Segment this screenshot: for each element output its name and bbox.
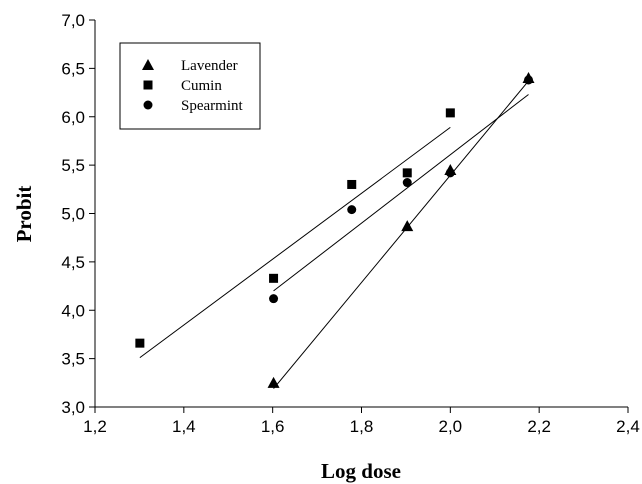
legend-label-spearmint: Spearmint [181, 98, 243, 114]
fit-lines [139, 80, 529, 389]
legend-box [119, 42, 261, 130]
spearmint-point [269, 294, 279, 304]
cumin-fit-line [139, 126, 451, 359]
y-tick-label: 6,0 [61, 108, 85, 127]
spearmint-point [524, 75, 534, 85]
x-axis-title: Log dose [321, 459, 401, 483]
cumin-point [347, 179, 357, 189]
y-tick-label: 5,0 [61, 205, 85, 224]
x-tick-label: 2,4 [616, 417, 640, 436]
y-axis-title: Probit [12, 186, 36, 243]
y-tick-label: 4,5 [61, 253, 85, 272]
spearmint-point [402, 178, 412, 188]
x-tick-label: 1,2 [83, 417, 107, 436]
cumin-point [269, 273, 279, 283]
cumin-point [135, 338, 145, 348]
y-tick-label: 3,0 [61, 398, 85, 417]
y-ticks: 3,0 3,5 4,0 4,5 5,0 5,5 6,0 6,5 7,0 [61, 11, 95, 417]
legend-label-cumin: Cumin [181, 78, 222, 94]
lavender-point [401, 220, 414, 232]
y-tick-label: 7,0 [61, 11, 85, 30]
y-tick-label: 6,5 [61, 59, 85, 78]
data-points [135, 72, 535, 388]
cumin-point [402, 168, 412, 178]
y-tick-label: 3,5 [61, 350, 85, 369]
legend: Lavender Cumin Spearmint [119, 42, 261, 130]
y-tick-label: 4,0 [61, 301, 85, 320]
legend-label-lavender: Lavender [181, 58, 238, 74]
lavender-point [267, 376, 280, 388]
y-tick-label: 5,5 [61, 156, 85, 175]
lavender-fit-line [273, 80, 529, 389]
x-ticks: 1,2 1,4 1,6 1,8 2,0 2,2 2,4 [83, 407, 640, 436]
x-tick-label: 1,8 [350, 417, 374, 436]
x-tick-label: 1,6 [261, 417, 285, 436]
x-tick-label: 2,2 [527, 417, 551, 436]
spearmint-fit-line [273, 94, 529, 292]
spearmint-point [347, 205, 357, 215]
spearmint-point [445, 168, 455, 178]
spearmint-legend-marker [143, 100, 153, 110]
x-tick-label: 1,4 [172, 417, 196, 436]
x-tick-label: 2,0 [439, 417, 463, 436]
lavender-legend-marker [142, 59, 154, 70]
cumin-legend-marker [143, 80, 153, 90]
cumin-point [445, 108, 455, 118]
